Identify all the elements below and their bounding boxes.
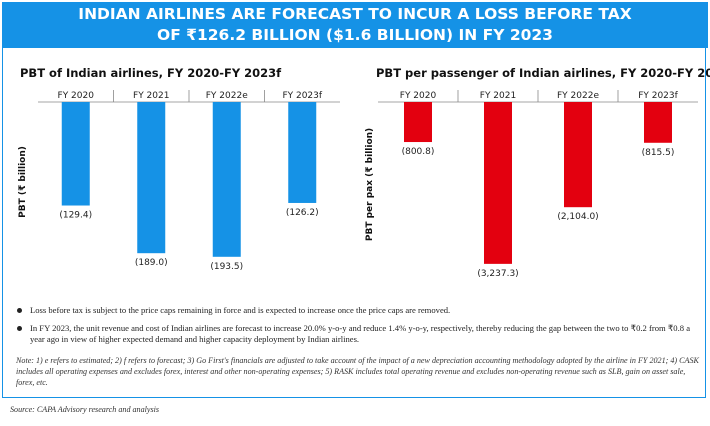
bar <box>644 102 672 143</box>
headline-banner: INDIAN AIRLINES ARE FORECAST TO INCUR A … <box>2 2 708 48</box>
bar <box>404 102 432 143</box>
x-tick-label: FY 2023f <box>638 91 678 101</box>
pbt-bar-chart: PBT (₹ billion) FY 2020 (129.4) FY 2021 (189… <box>18 90 340 272</box>
bar <box>564 102 592 208</box>
right-chart-title: PBT per passenger of Indian airlines, FY… <box>376 66 710 80</box>
x-tick-label: FY 2021 <box>480 91 516 101</box>
x-tick-label: FY 2020 <box>400 91 437 101</box>
key-point-text: Loss before tax is subject to the price … <box>30 305 451 315</box>
data-label: (3,237.3) <box>477 269 518 279</box>
key-points: Loss before tax is subject to the price … <box>16 305 696 352</box>
left-chart-title: PBT of Indian airlines, FY 2020-FY 2023f <box>20 66 282 80</box>
content-frame <box>2 48 706 398</box>
key-point: In FY 2023, the unit revenue and cost of… <box>16 323 696 345</box>
headline-line-2: OF ₹126.2 BILLION ($1.6 BILLION) IN FY 2… <box>157 26 553 44</box>
bar <box>61 102 90 206</box>
data-label: (126.2) <box>286 208 319 218</box>
key-point-text: In FY 2023, the unit revenue and cost of… <box>30 323 691 344</box>
data-label: (193.5) <box>210 262 243 272</box>
pbt-per-pax-bar-chart: PBT per pax (₹ billion) FY 2020 (800.8) FY … <box>365 90 698 279</box>
x-tick-label: FY 2022e <box>206 91 248 101</box>
key-point: Loss before tax is subject to the price … <box>16 305 696 316</box>
x-tick-label: FY 2022e <box>557 91 599 101</box>
data-label: (129.4) <box>59 211 92 221</box>
data-label: (800.8) <box>402 147 435 157</box>
data-label: (2,104.0) <box>557 212 598 222</box>
footnote: Note: 1) e refers to estimated; 2) f ref… <box>16 356 699 387</box>
x-tick-label: FY 2020 <box>58 91 95 101</box>
bar <box>484 102 512 264</box>
data-label: (815.5) <box>642 148 675 158</box>
bar <box>212 102 241 257</box>
headline-line-1: INDIAN AIRLINES ARE FORECAST TO INCUR A … <box>78 5 632 23</box>
data-label: (189.0) <box>135 258 168 268</box>
source-line: Source: CAPA Advisory research and analy… <box>10 405 160 414</box>
y-axis-label: PBT per pax (₹ billion) <box>365 128 375 241</box>
bullet-dot-icon <box>17 326 22 331</box>
bullet-dot-icon <box>17 308 22 313</box>
bar <box>288 102 317 203</box>
x-tick-label: FY 2021 <box>133 91 169 101</box>
x-tick-label: FY 2023f <box>282 91 322 101</box>
bar <box>137 102 166 254</box>
y-axis-label: PBT (₹ billion) <box>18 146 28 218</box>
